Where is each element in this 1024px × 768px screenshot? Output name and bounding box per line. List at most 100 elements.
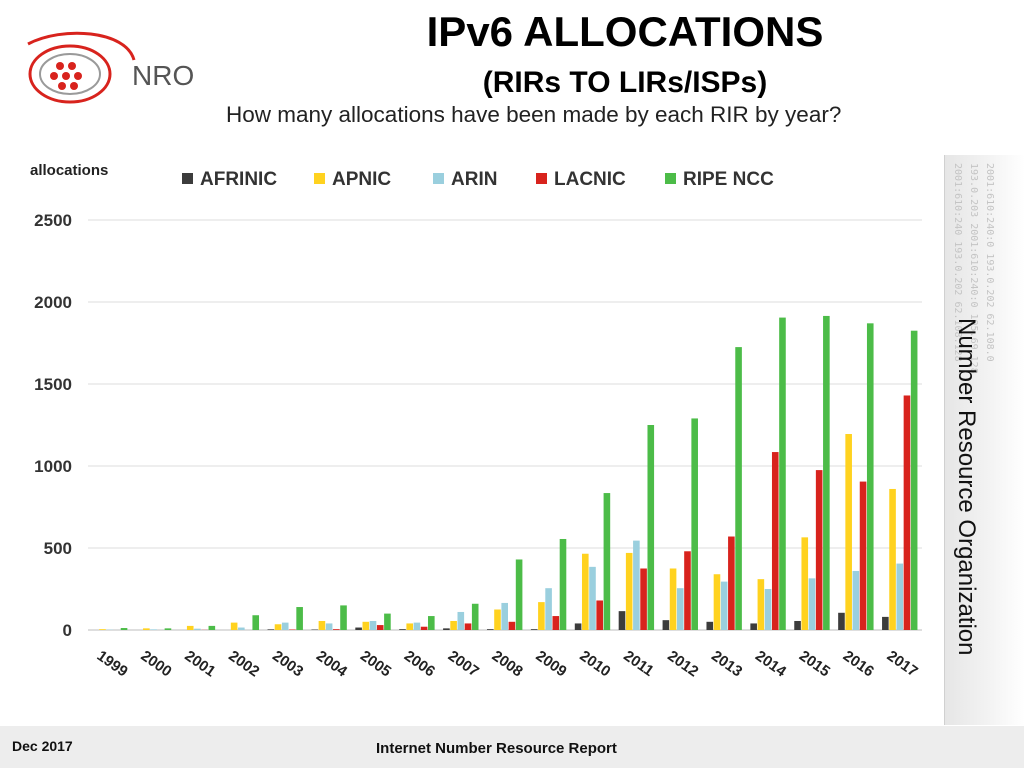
bar-arin [325,623,333,630]
side-watermark-strip: 2001:610:240 193.0.202 62.108.128 193.0.… [944,155,1024,725]
nro-logo: NRO [14,28,204,118]
bar-ripe-ncc [910,330,918,630]
bar-arin [633,540,640,630]
bar-lacnic [376,625,384,630]
bar-ripe-ncc [603,493,611,630]
bar-apnic [757,579,765,630]
x-tick-label: 2011 [620,647,656,680]
bar-ripe-ncc [647,425,655,630]
footer-report-title: Internet Number Resource Report [376,740,617,757]
bar-ripe-ncc [252,615,260,630]
bar-apnic [143,628,150,630]
bar-apnic [538,602,545,630]
x-tick-label: 2001 [181,647,218,680]
x-tick-label: 2005 [357,647,394,680]
bar-ripe-ncc [823,315,830,630]
bar-afrinic [267,629,275,630]
legend-label: RIPE NCC [683,169,774,190]
bar-lacnic [333,629,340,630]
bar-lacnic [640,568,647,630]
x-tick-label: 2004 [313,647,351,680]
bar-ripe-ncc [735,347,742,630]
bar-arin [589,566,596,630]
logo-dot [56,62,64,70]
bar-apnic [362,621,370,630]
bar-afrinic [618,611,626,630]
x-tick-label: 2003 [269,647,306,680]
bar-arin [194,628,201,630]
bar-arin [764,589,772,630]
y-axis-label: allocations [30,162,108,179]
bar-afrinic [838,612,845,630]
y-tick-label: 2000 [34,293,72,312]
bar-apnic [274,624,282,630]
bar-apnic [801,537,809,630]
bar-apnic [889,488,896,630]
bar-apnic [625,552,633,630]
x-tick-label: 2002 [225,647,262,680]
chart-question: How many allocations have been made by e… [226,102,842,127]
bar-lacnic [728,536,735,630]
bar-lacnic [815,470,823,630]
x-tick-label: 2013 [708,647,745,680]
page-subtitle: (RIRs TO LIRs/ISPs) [482,66,768,99]
bar-ripe-ncc [691,418,698,630]
bar-afrinic [530,629,538,630]
bar-ripe-ncc [208,625,216,630]
bar-afrinic [443,628,450,630]
bar-ripe-ncc [471,603,479,630]
bar-arin [720,581,728,630]
bar-afrinic [750,623,757,630]
bar-ripe-ncc [340,605,347,630]
logo-dot [50,72,58,80]
bar-afrinic [882,616,889,630]
bar-lacnic [684,551,691,630]
bar-arin [369,620,377,630]
bar-ripe-ncc [866,323,874,630]
legend-label: AFRINIC [200,169,277,190]
footer-bar: Dec 2017 Internet Number Resource Report [0,726,1024,768]
bar-lacnic [903,395,911,630]
bar-arin [150,629,157,630]
bar-apnic [669,568,677,630]
bar-apnic [845,434,852,630]
bar-lacnic [420,626,428,630]
logo-dot [62,72,70,80]
x-tick-label: 2012 [664,647,701,680]
logo-dot [74,72,82,80]
bar-afrinic [706,621,714,630]
bar-apnic [318,620,326,630]
x-tick-label: 2006 [401,647,438,680]
bar-apnic [186,625,194,630]
logo-swoosh-top [27,31,136,61]
logo-inner-ring [39,53,101,95]
footer-date: Dec 2017 [12,738,73,754]
logo-text: NRO [132,60,194,91]
bar-lacnic [596,600,603,630]
watermark-line: 2001:610:240 193.0.202 62.108.128 [952,163,963,362]
x-tick-label: 2015 [796,647,833,680]
page-title: IPv6 ALLOCATIONS [426,8,824,55]
bar-arin [501,602,508,630]
bar-ripe-ncc [120,628,128,630]
bar-ripe-ncc [164,628,172,630]
x-tick-label: 1999 [94,647,131,680]
bar-afrinic [399,629,406,630]
x-tick-label: 2009 [533,647,570,680]
x-tick-label: 2000 [138,647,175,680]
bar-lacnic [464,623,472,630]
bar-arin [545,588,552,630]
bar-arin [281,622,289,630]
bar-apnic [230,622,238,630]
x-tick-label: 2017 [884,647,921,680]
logo-dot [68,62,76,70]
bar-afrinic [355,627,362,630]
legend-swatch-arin [433,173,444,184]
x-tick-label: 2007 [445,647,482,680]
bar-ripe-ncc [296,607,303,630]
legend-swatch-ripe-ncc [665,173,676,184]
legend-label: LACNIC [554,169,626,190]
y-tick-label: 1000 [34,457,72,476]
bar-apnic [494,609,501,630]
bar-apnic [581,553,589,630]
